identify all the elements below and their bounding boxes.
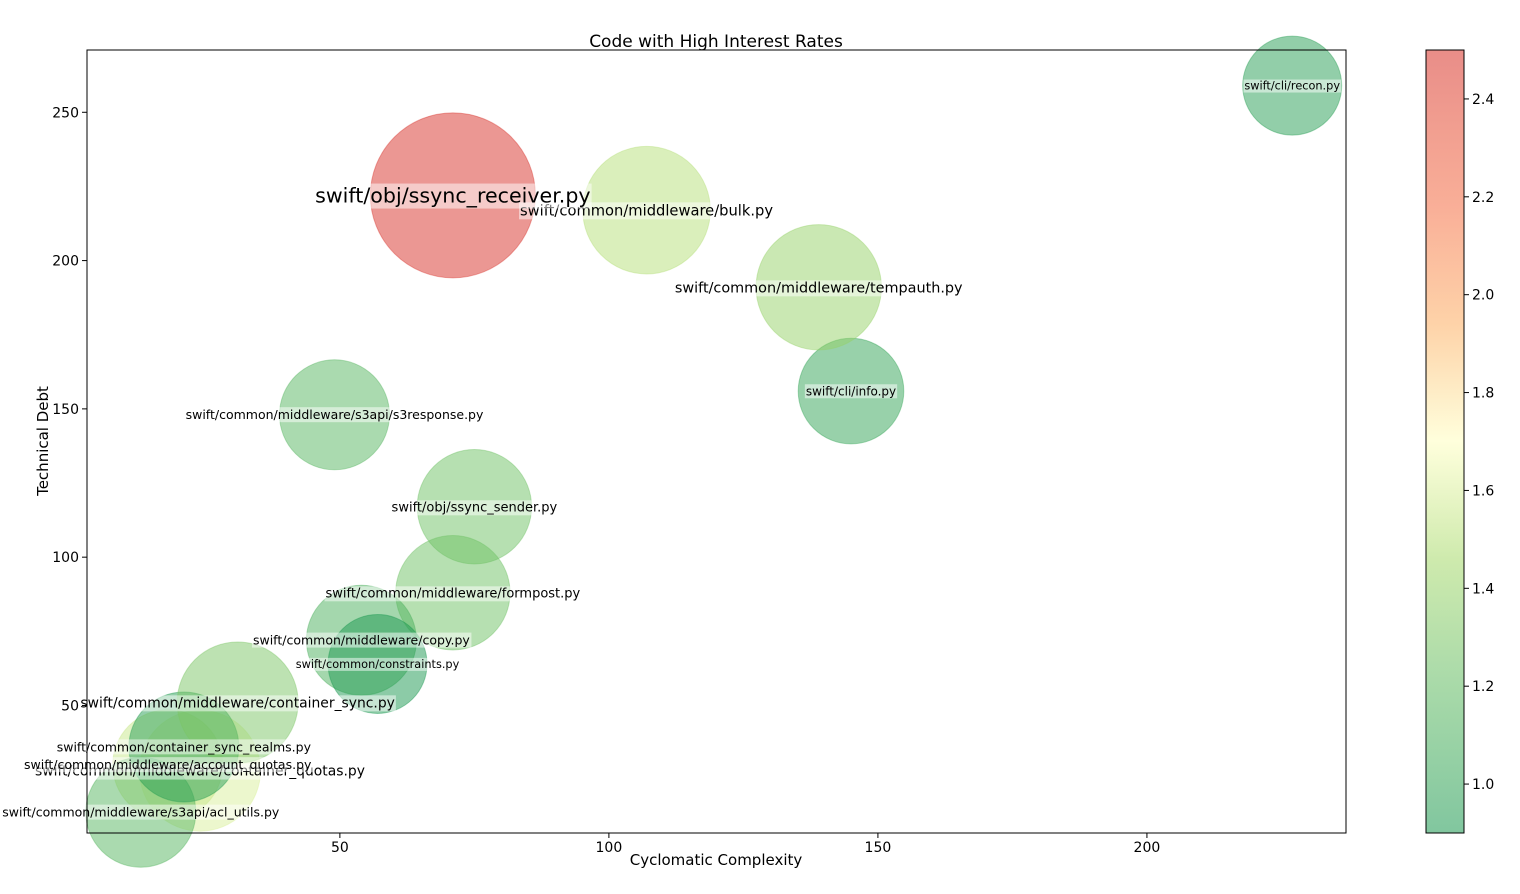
bubble-label-background [324, 586, 582, 602]
y-tick-label: 250 [52, 105, 79, 121]
colorbar-gradient [1425, 49, 1465, 834]
bubble-label: swift/common/middleware/s3api/s3response… [186, 407, 484, 422]
colorbar: 1.0 1.2 1.4 1.6 1.8 2.0 2.2 2.4 [1425, 49, 1494, 834]
x-tick-label: 200 [1134, 840, 1161, 856]
colorbar-tick-label: 2.4 [1472, 92, 1494, 108]
bubble-label: swift/cli/recon.py [1244, 80, 1340, 93]
y-axis-label: Technical Debt [34, 386, 52, 497]
bubble-label-background [294, 657, 461, 671]
colorbar-tick-label: 1.4 [1472, 581, 1494, 597]
y-axis-ticks: 50 100 150 200 250 [52, 105, 87, 714]
bubble-label: swift/common/middleware/container_sync.p… [80, 695, 394, 711]
y-tick-label: 200 [52, 254, 79, 270]
x-axis-ticks: 50 100 150 200 [331, 833, 1160, 856]
bubble-label-background [184, 407, 485, 423]
colorbar-tick-label: 2.0 [1472, 288, 1494, 304]
bubble-label-background [79, 695, 396, 712]
plot-frame [86, 49, 1347, 834]
colorbar-tick-label: 2.2 [1472, 190, 1494, 206]
y-tick-label: 150 [52, 402, 79, 418]
bubble-label: swift/common/middleware/tempauth.py [675, 280, 963, 296]
x-tick-label: 150 [865, 840, 892, 856]
colorbar-tick-label: 1.0 [1472, 777, 1494, 793]
bubble-label-background [390, 500, 559, 516]
x-axis-label: Cyclomatic Complexity [630, 851, 803, 869]
bubble-label: swift/common/middleware/copy.py [253, 633, 470, 648]
bubble-label: swift/common/middleware/account_quotas.p… [24, 757, 312, 772]
bubble-label: swift/cli/info.py [806, 384, 896, 398]
colorbar-tick-label: 1.8 [1472, 386, 1494, 402]
bubble-label: swift/common/constraints.py [296, 658, 460, 671]
bubble-label-background [1243, 79, 1342, 93]
colorbar-tick-label: 1.6 [1472, 483, 1494, 499]
bubble-label-background [1, 804, 281, 820]
bubble-label-background [55, 739, 313, 755]
x-tick-label: 50 [331, 840, 349, 856]
bubble-labels-layer: swift/common/middleware/container_quotas… [1, 79, 1342, 820]
y-tick-label: 50 [61, 698, 79, 714]
x-tick-label: 100 [596, 840, 623, 856]
bubble-label-background [314, 183, 592, 209]
colorbar-tick-label: 1.2 [1472, 679, 1494, 695]
bubble-label: swift/obj/ssync_sender.py [392, 500, 558, 515]
colorbar-ticks: 1.0 1.2 1.4 1.6 1.8 2.0 2.2 2.4 [1464, 92, 1494, 793]
bubble-label-background [22, 757, 314, 773]
bubble-label-background [673, 280, 965, 297]
bubble-label: swift/common/middleware/s3api/acl_utils.… [2, 805, 280, 820]
chart-title: Code with High Interest Rates [589, 32, 843, 52]
bubble-label: swift/common/middleware/formpost.py [325, 586, 580, 601]
bubble-label: swift/obj/ssync_receiver.py [315, 184, 590, 209]
bubble-label: swift/common/container_sync_realms.py [57, 739, 312, 754]
y-tick-label: 100 [52, 550, 79, 566]
bubble-label-background [804, 384, 898, 399]
bubble-label-background [251, 632, 472, 648]
